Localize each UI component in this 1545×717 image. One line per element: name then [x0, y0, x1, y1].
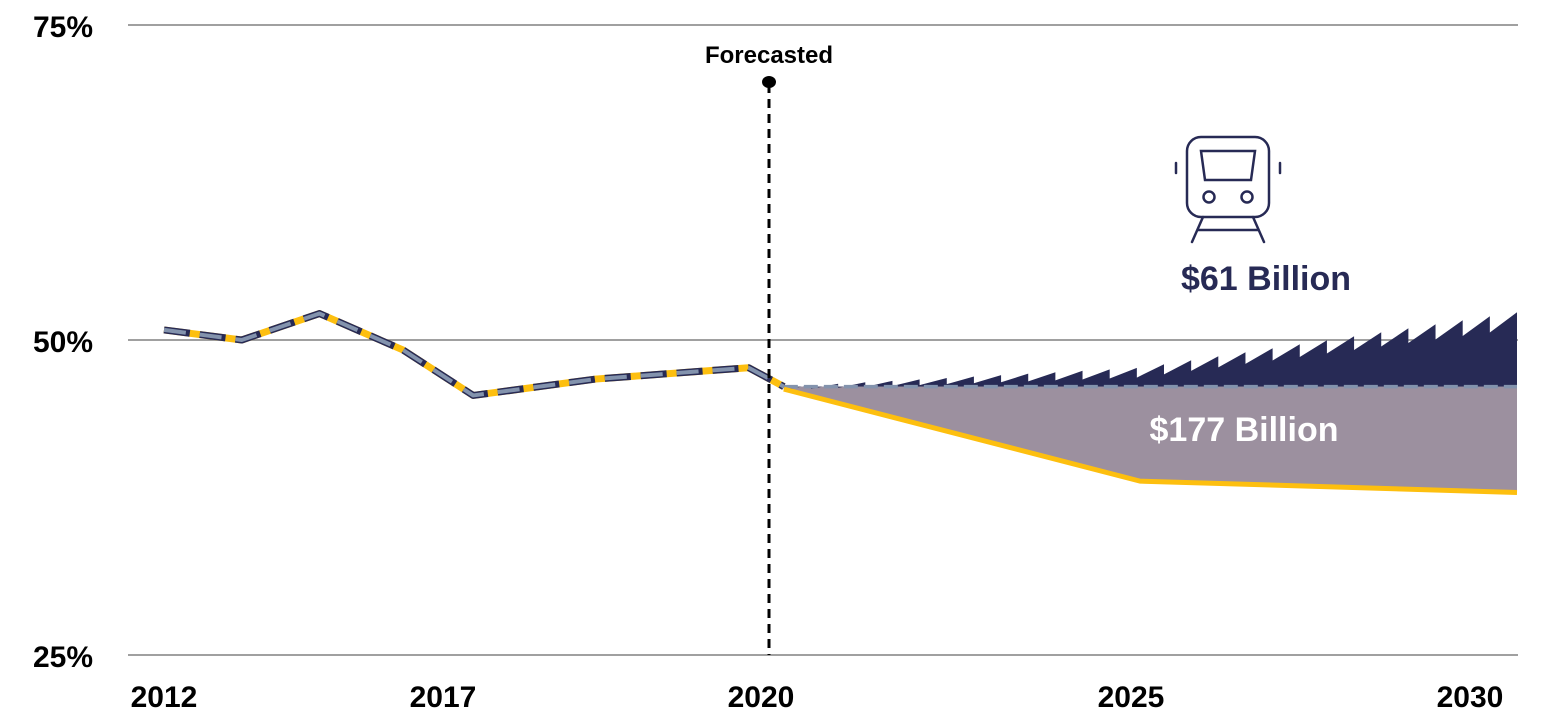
- y-tick-label: 75%: [33, 11, 93, 44]
- upper-area-label: $61 Billion: [1181, 260, 1351, 298]
- historical-line-dash: [163, 310, 786, 399]
- forecast-marker: Forecasted: [705, 42, 833, 655]
- x-tick-label: 2012: [131, 681, 198, 714]
- forecast-areas: [783, 312, 1517, 493]
- lower-forecast-area: [783, 386, 1517, 493]
- forecast-divider-dot: [762, 76, 776, 88]
- y-tick-label: 25%: [33, 641, 93, 674]
- y-tick-label: 50%: [33, 326, 93, 359]
- x-tick-label: 2030: [1437, 681, 1504, 714]
- historical-line-base: [163, 310, 786, 399]
- x-tick-label: 2020: [728, 681, 795, 714]
- train-icon: [1174, 135, 1282, 244]
- historical-line-inner: [163, 311, 785, 398]
- projected-line: [783, 386, 1518, 495]
- x-tick-label: 2017: [410, 681, 477, 714]
- lower-area-label: $177 Billion: [1150, 411, 1339, 449]
- gridlines: [128, 24, 1518, 656]
- tick-labels: 75% 50% 25% 2012 2017 2020 2025 2030: [33, 11, 1503, 714]
- upper-forecast-area: [783, 312, 1517, 390]
- series-lines: [163, 310, 1518, 495]
- x-tick-label: 2025: [1098, 681, 1165, 714]
- forecast-label: Forecasted: [705, 42, 833, 69]
